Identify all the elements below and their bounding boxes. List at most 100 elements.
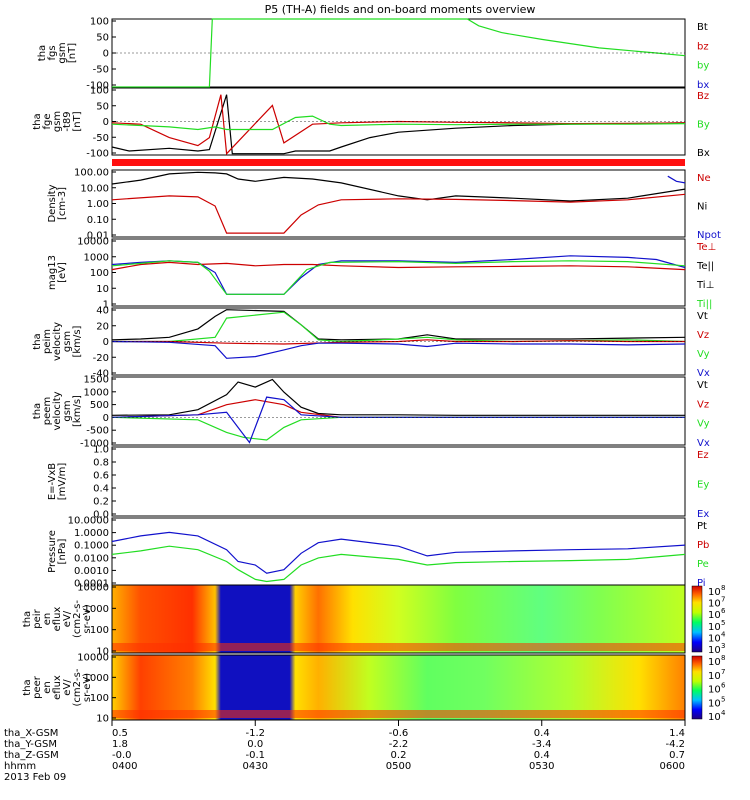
colorbar-label: 10 [708,587,721,598]
x-axis-labels: tha_X-GSM 0.5 -1.2 -0.6 0.4 1.4 tha_Y-GSM 1.8 0.… [4,720,686,783]
y-tick-label: 0.1000 [74,541,109,552]
panel-peim: 40 20 0 -20 -40 tha peim velocity gsm [km/s] Vt Vz V… [32,306,710,380]
series-Bz [111,94,686,156]
y-tick-label: 0.6 [93,471,109,482]
y-axis-label: gsm [62,331,73,352]
y-tick-label: 100.00 [74,168,109,179]
y-tick-label: -100 [86,149,109,160]
x-row-value: 0500 [386,761,411,772]
y-axis-label: Density [47,184,58,222]
legend-entry: Pb [697,540,709,551]
y-axis-label: velocity [52,391,63,430]
x-row-value: 1.8 [112,739,128,750]
y-axis-label: peim [42,329,53,354]
y-tick-label: 1000 [84,604,109,615]
colorbar-label: 10 [708,633,721,644]
series-Te [111,261,686,271]
y-tick-label: 1.00 [87,199,109,210]
y-axis-label: [km/s] [72,325,83,357]
x-row-value: -3.4 [532,739,552,750]
y-axis-label: [nT] [72,111,83,131]
y-axis-label: gsm [52,111,63,132]
legend-entry: Pe [697,559,709,570]
y-tick-label: 100 [90,268,109,279]
colorbar-label: 10 [708,645,721,656]
spectrogram-low-band [112,643,685,651]
y-axis-label: eflux [52,675,63,700]
x-row-value: 0.0 [247,739,263,750]
y-tick-label: 0.0 [93,510,109,521]
panel-frame [111,517,686,586]
y-axis-label: velocity [52,322,63,361]
y-tick-label: 0.0100 [74,553,109,564]
series-Vt [111,378,685,416]
colorbar-peir [691,585,703,653]
legend-entry: Vz [697,330,709,341]
colorbar-label: 10 [708,685,721,696]
x-row-value: -0.0 [112,750,132,761]
legend-entry: Vx [697,368,710,379]
y-tick-label: 1.0000 [74,528,109,539]
red-band [112,159,685,166]
y-tick-label: 0.0010 [74,566,109,577]
colorbar-label: 10 [708,599,721,610]
y-tick-label: 1000 [84,387,109,398]
y-tick-label: 20 [96,321,109,332]
legend-entry: Bz [697,91,709,102]
x-row-label: tha_Z-GSM [4,750,59,761]
x-row-value: 0.5 [112,728,128,739]
series-by [112,18,686,88]
spectrogram-peer [112,655,685,720]
y-tick-label: 1.0 [93,445,109,456]
y-tick-label: 1000 [84,252,109,263]
y-axis-label: (cm2-s- [72,600,83,638]
y-axis-label: gsm [57,42,68,63]
y-tick-label: 0 [103,49,109,60]
legend-entry: Vy [697,419,710,430]
legend-entry: Ez [697,450,709,461]
y-axis-label: tha [32,113,43,129]
y-axis-label: en [42,681,53,694]
y-axis-label: en [42,613,53,626]
legend-entry: Bt [697,22,708,33]
y-axis-label: sr-eV) [82,673,93,702]
x-row-value: -4.2 [665,739,685,750]
y-tick-label: 50 [96,33,109,44]
colorbar-label: 10 [708,712,721,723]
panel-fgs: 100 50 0 -50 -100 tha fgs gsm [nT] Bt bz by bx [37,17,709,92]
panel-density: 100.00 10.00 1.00 0.10 0.01 Density [cm-3] Ne Ni… [47,168,721,242]
series-Bx [111,94,686,155]
y-axis-label: [mV/m] [57,463,68,501]
legend-entry: Vz [697,399,709,410]
y-axis-label: peer [32,675,43,699]
y-axis-label: E=-VxB [47,463,58,500]
legend-entry: Pi [697,578,706,589]
colorbar-exponent: 4 [721,709,726,717]
y-axis-label: tha [22,611,33,627]
y-tick-label: 10 [96,284,109,295]
date-label: 2013 Feb 09 [4,772,66,783]
x-row-value: 0400 [112,761,137,772]
y-axis-label: [km/s] [72,395,83,427]
series-Vz [112,339,685,345]
legend-entry: Te⊥ [696,242,716,253]
x-row-value: -2.2 [389,739,409,750]
legend-entry: Ne [697,173,711,184]
colorbar-exponent: 5 [721,619,725,627]
x-row-value: 0530 [529,761,554,772]
y-axis-label: fgs [47,45,58,60]
y-axis-label: (cm2-s- [72,668,83,706]
legend-entry: Vy [697,349,710,360]
x-row-value: -0.6 [389,728,409,739]
panel-frame [111,169,686,238]
x-row-value: 0430 [243,761,268,772]
figure-title: P5 (TH-A) fields and on-board moments ov… [265,3,536,16]
panel-frame [111,376,686,446]
legend-entry: Ni [697,202,707,213]
y-tick-label: 10 [96,647,109,658]
series-Pe [111,545,686,583]
colorbar-exponent: 4 [721,630,726,638]
series-Pi [111,531,686,574]
colorbar-exponent: 3 [721,642,725,650]
